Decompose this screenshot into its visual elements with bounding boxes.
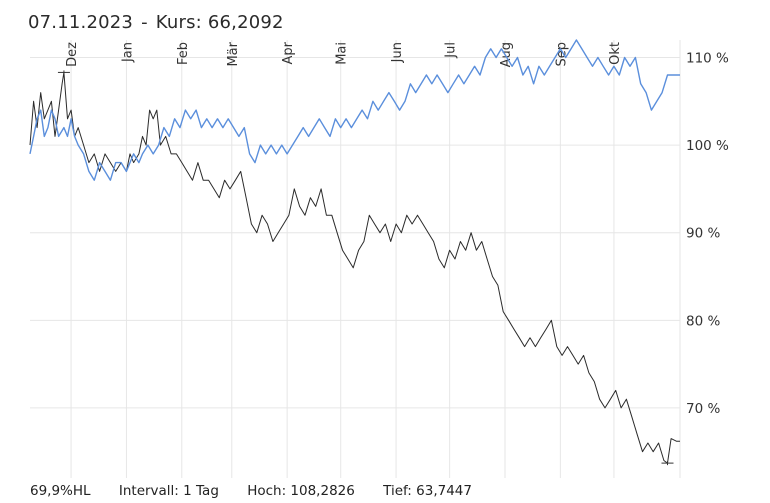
- y-tick-label: 70 %: [686, 401, 720, 417]
- x-tick-label: Mär: [226, 41, 241, 66]
- chart-series: [29, 39, 680, 464]
- x-tick-label: Aug: [499, 42, 514, 67]
- chart-footer: 69,9%HL Intervall: 1 Tag Hoch: 108,2826 …: [30, 483, 496, 499]
- x-tick-label: Jul: [444, 42, 459, 59]
- header-price: Kurs: 66,2092: [155, 12, 284, 33]
- high-low-markers: [57, 70, 674, 466]
- y-tick-label: 80 %: [686, 313, 720, 329]
- price-series-line: [29, 71, 680, 464]
- x-tick-label: Jun: [390, 42, 405, 63]
- y-tick-label: 100 %: [686, 138, 729, 154]
- footer-range: 69,9%HL: [30, 483, 91, 499]
- y-tick-label: 110 %: [686, 51, 729, 67]
- x-tick-label: Feb: [176, 42, 191, 65]
- x-tick-label: Sep: [554, 42, 569, 67]
- header-date: 07.11.2023: [28, 12, 134, 33]
- x-tick-label: Dez: [65, 42, 80, 67]
- chart-header: 07.11.2023- Kurs: 66,2092: [28, 12, 284, 33]
- footer-high: Hoch: 108,2826: [247, 483, 355, 499]
- y-axis-labels: 110 % 100 % 90 % 80 % 70 %: [686, 51, 729, 417]
- x-tick-label: Mai: [335, 42, 350, 65]
- chart-grid: [30, 40, 681, 478]
- x-tick-label: Okt: [608, 42, 623, 65]
- x-axis-labels: Dez Jan Feb Mär Apr Mai Jun Jul Aug Sep Okt: [65, 41, 623, 67]
- header-separator: -: [141, 12, 148, 33]
- footer-interval: Intervall: 1 Tag: [118, 483, 219, 499]
- x-tick-label: Jan: [120, 42, 135, 63]
- footer-low: Tief: 63,7447: [383, 483, 472, 499]
- y-tick-label: 90 %: [686, 226, 720, 242]
- x-tick-label: Apr: [281, 41, 296, 64]
- benchmark-series-line: [29, 39, 680, 181]
